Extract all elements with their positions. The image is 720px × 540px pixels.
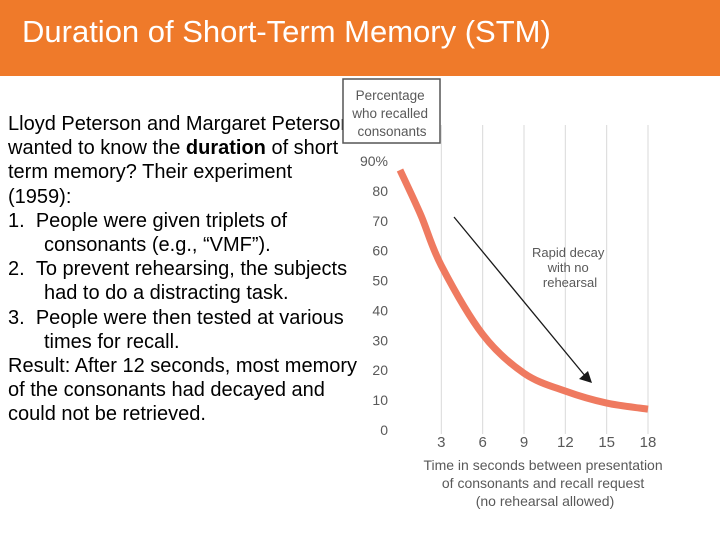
y-axis-label-line: Percentage (356, 88, 425, 103)
body-text: Lloyd Peterson and Margaret Peterson wan… (8, 112, 360, 427)
y-tick-label: 10 (372, 392, 388, 408)
series-layer (396, 168, 649, 413)
step-number: 3. (8, 306, 25, 329)
result-paragraph: Result: After 12 seconds, most memory of… (8, 355, 358, 426)
x-tick-label: 15 (598, 434, 615, 451)
x-axis-label: Time in seconds between presentation of … (423, 457, 666, 509)
y-axis-label-line: who recalled (351, 106, 428, 121)
grid-lines (440, 125, 649, 434)
y-tick-labels: 0 10 20 30 40 50 60 70 80 90% (360, 153, 388, 438)
y-tick-label: 80 (372, 183, 388, 199)
x-tick-label: 12 (557, 434, 574, 451)
y-tick-label: 50 (372, 273, 388, 289)
annotation-arrow-head (579, 371, 592, 383)
y-axis-label: Percentage who recalled consonants (351, 88, 432, 139)
x-axis-label-line: of consonants and recall request (442, 475, 644, 491)
y-tick-label: 60 (372, 243, 388, 259)
step-item: 1. People were given triplets of consona… (8, 209, 360, 257)
series-line (396, 168, 649, 413)
intro-text-end: of short term memory? Their experiment (… (8, 137, 339, 208)
intro-text-start: Lloyd Peterson and Margaret Peterson wan… (8, 113, 352, 160)
y-axis-label-line: consonants (357, 124, 426, 139)
y-tick-label: 70 (372, 213, 388, 229)
step-text: People were then tested at various times… (35, 306, 344, 353)
y-axis-label-box (342, 78, 441, 144)
step-item: 3. People were then tested at various ti… (8, 306, 360, 354)
step-text: To prevent rehearsing, the subjects had … (35, 258, 348, 305)
annotation-text: Rapid decay with no rehearsal (532, 245, 608, 290)
y-tick-label: 20 (372, 362, 388, 378)
intro-paragraph: Lloyd Peterson and Margaret Peterson wan… (8, 112, 360, 209)
annotation-arrow (453, 216, 587, 378)
step-number: 2. (8, 258, 25, 281)
y-tick-label: 30 (372, 332, 388, 348)
steps-list: 1. People were given triplets of consona… (8, 209, 360, 354)
x-tick-label: 9 (520, 434, 528, 451)
y-tick-label: 40 (372, 302, 388, 318)
x-axis-label-line: (no rehearsal allowed) (476, 493, 615, 509)
x-axis-label-line: Time in seconds between presentation (423, 457, 662, 473)
y-tick-label: 90% (360, 153, 388, 169)
annotation-line: rehearsal (543, 275, 597, 290)
annotation-line: with no (547, 260, 589, 275)
intro-bold-term: duration (185, 137, 266, 160)
y-tick-label: 0 (380, 422, 388, 438)
x-tick-label: 18 (640, 434, 657, 451)
recall-chart: Percentage who recalled consonants 0 10 20… (342, 78, 666, 509)
step-text: People were given triplets of consonants… (35, 209, 288, 257)
step-number: 1. (8, 209, 25, 232)
title-bar: Duration of Short-Term Memory (STM) (0, 0, 720, 76)
x-tick-labels: 3 6 9 12 15 18 (437, 434, 656, 451)
x-tick-label: 3 (437, 434, 445, 451)
step-item: 2. To prevent rehearsing, the subjects h… (8, 257, 360, 305)
annotation-line: Rapid decay (532, 245, 605, 260)
x-tick-label: 6 (478, 434, 486, 451)
slide-title: Duration of Short-Term Memory (STM) (22, 14, 551, 49)
